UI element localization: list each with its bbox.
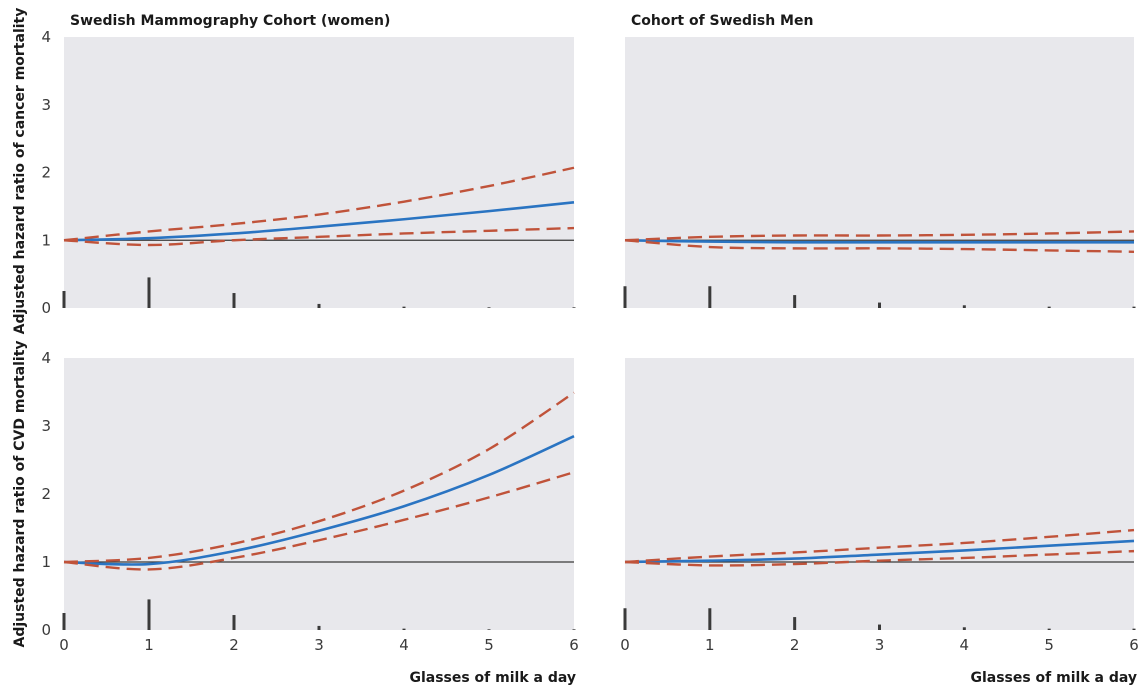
- x-tick-label: 5: [484, 636, 494, 654]
- x-axis-label-left: Glasses of milk a day: [409, 670, 576, 686]
- x-tick-label: 2: [229, 636, 239, 654]
- x-axis-label-right: Glasses of milk a day: [970, 670, 1137, 686]
- panel-2: 0 1 2 3 4 0 1 2 3 4 5 6: [41, 349, 578, 654]
- x-tick-label: 0: [620, 636, 630, 654]
- panel-title: Cohort of Swedish Men: [631, 13, 813, 29]
- panel-background: [625, 358, 1134, 630]
- x-tick-label: 3: [875, 636, 885, 654]
- panel-0: Swedish Mammography Cohort (women) 0 1 2 3 4: [41, 13, 576, 317]
- upper-ci-line: [624, 230, 1135, 242]
- y-tick-label: 1: [41, 231, 51, 249]
- row-label-cancer: Adjusted hazard ratio of cancer mortalit…: [12, 8, 28, 335]
- x-tick-label: 2: [790, 636, 800, 654]
- y-tick-label: 3: [41, 96, 51, 114]
- x-tick-label: 4: [960, 636, 970, 654]
- labels: Adjusted hazard ratio of cancer mortalit…: [12, 8, 1137, 686]
- x-tick-label: 6: [569, 636, 579, 654]
- lower-ci-line: [624, 239, 1135, 253]
- y-tick-label: 4: [41, 349, 51, 367]
- x-tick-label: 1: [705, 636, 715, 654]
- panel-title: Swedish Mammography Cohort (women): [70, 13, 390, 29]
- x-tick-label: 3: [314, 636, 324, 654]
- y-tick-label: 3: [41, 417, 51, 435]
- estimate-line: [624, 238, 1134, 244]
- x-tick-label: 6: [1129, 636, 1139, 654]
- lower-ci-line: [63, 226, 575, 247]
- panel-3: 0 1 2 3 4 5 6: [620, 358, 1139, 654]
- y-tick-label: 2: [41, 485, 51, 503]
- y-tick-label: 0: [41, 299, 51, 317]
- lower-ci-line: [63, 471, 575, 571]
- upper-ci-line: [63, 166, 575, 242]
- x-tick-label: 1: [144, 636, 154, 654]
- lower-ci-line: [624, 549, 1135, 567]
- y-tick-label: 4: [41, 28, 51, 46]
- y-tick-label: 0: [41, 621, 51, 639]
- upper-ci-line: [63, 391, 575, 564]
- panel-background: [625, 37, 1134, 308]
- panel-background: [64, 37, 574, 308]
- estimate-line: [63, 201, 575, 242]
- x-tick-label: 0: [59, 636, 69, 654]
- panels: Swedish Mammography Cohort (women) 0 1 2 3 4 C…: [41, 13, 1138, 654]
- y-tick-label: 2: [41, 164, 51, 182]
- upper-ci-line: [624, 528, 1135, 564]
- estimate-line: [624, 539, 1135, 564]
- panel-background: [64, 358, 574, 630]
- y-tick-label: 1: [41, 553, 51, 571]
- x-tick-label: 5: [1044, 636, 1054, 654]
- estimate-line: [63, 435, 575, 566]
- row-label-cvd: Adjusted hazard ratio of CVD mortality: [12, 340, 28, 647]
- x-tick-label: 4: [399, 636, 409, 654]
- panel-1: Cohort of Swedish Men: [623, 13, 1136, 308]
